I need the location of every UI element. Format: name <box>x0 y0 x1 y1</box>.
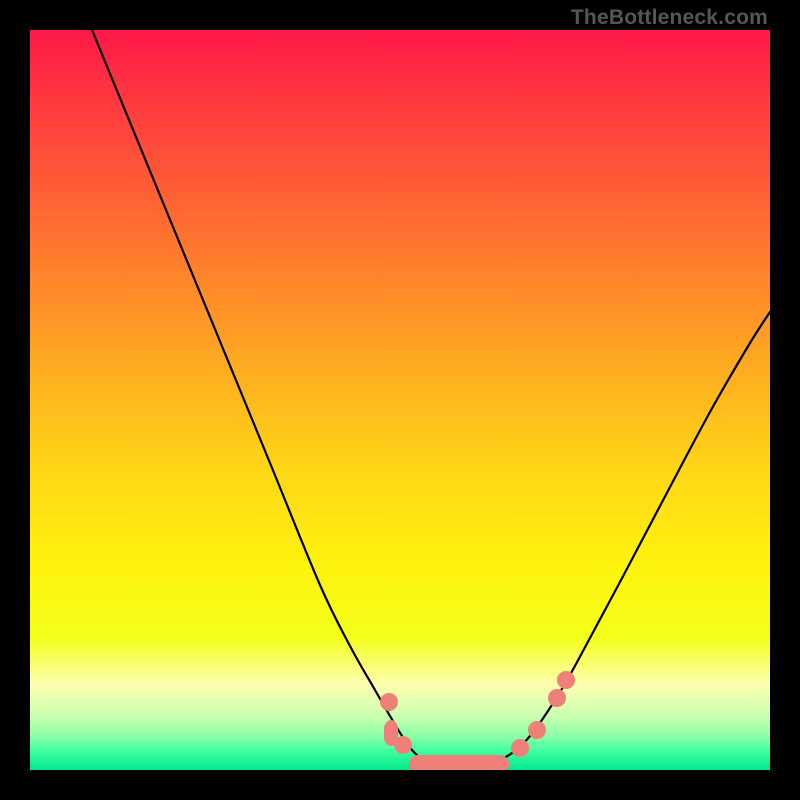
curve-marker <box>394 736 412 754</box>
chart-frame: TheBottleneck.com <box>0 0 800 800</box>
plot-area <box>30 30 770 770</box>
curve-marker <box>380 693 398 711</box>
watermark-text: TheBottleneck.com <box>571 6 768 30</box>
curve-marker <box>548 689 566 707</box>
bottleneck-curve <box>92 30 770 767</box>
marker-layer <box>380 671 575 770</box>
curve-layer <box>30 30 770 770</box>
curve-marker <box>557 671 575 689</box>
curve-marker <box>511 739 529 757</box>
curve-marker <box>528 721 546 739</box>
curve-marker <box>409 755 509 770</box>
